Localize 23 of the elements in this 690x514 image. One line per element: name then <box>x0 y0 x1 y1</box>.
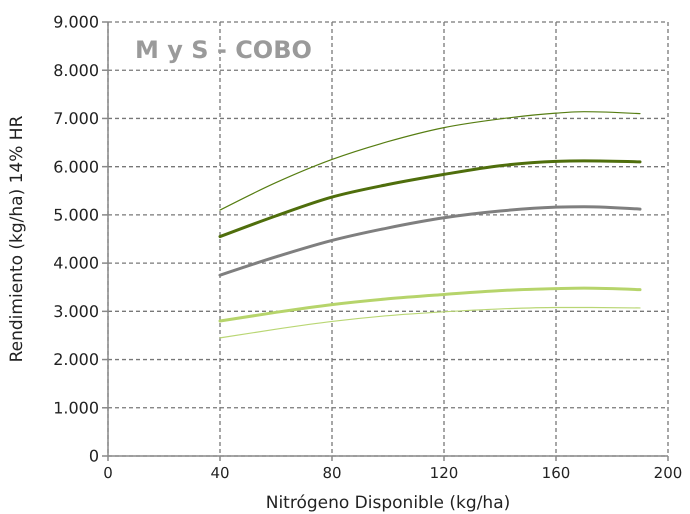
x-tick-label: 40 <box>210 464 230 482</box>
y-tick-label: 9.000 <box>53 12 99 32</box>
x-axis-title: Nitrógeno Disponible (kg/ha) <box>266 493 510 513</box>
line-series <box>219 306 641 338</box>
y-tick-label: 4.000 <box>53 254 99 273</box>
line-series <box>218 286 642 322</box>
y-tick-label: 2.000 <box>53 350 99 370</box>
y-tick-label: 5.000 <box>53 205 99 224</box>
line-series <box>218 159 642 238</box>
x-tick-label: 120 <box>430 464 458 482</box>
y-tick-label: 7.000 <box>53 109 99 128</box>
y-tick-label: 6.000 <box>53 157 99 176</box>
y-tick-label: 0 <box>88 446 99 466</box>
x-tick-label: 80 <box>322 464 342 482</box>
y-tick-label: 1.000 <box>53 398 99 418</box>
y-tick-label: 8.000 <box>53 60 99 80</box>
y-tick-label: 3.000 <box>53 302 99 321</box>
text: M y S - COBO <box>135 36 312 64</box>
x-tick-label: 200 <box>654 464 682 482</box>
x-tick-label: 0 <box>103 464 113 482</box>
line-series <box>219 111 641 211</box>
y-axis-title: Rendimiento (kg/ha) 14% HR <box>7 115 27 362</box>
x-tick-label: 160 <box>542 464 570 482</box>
